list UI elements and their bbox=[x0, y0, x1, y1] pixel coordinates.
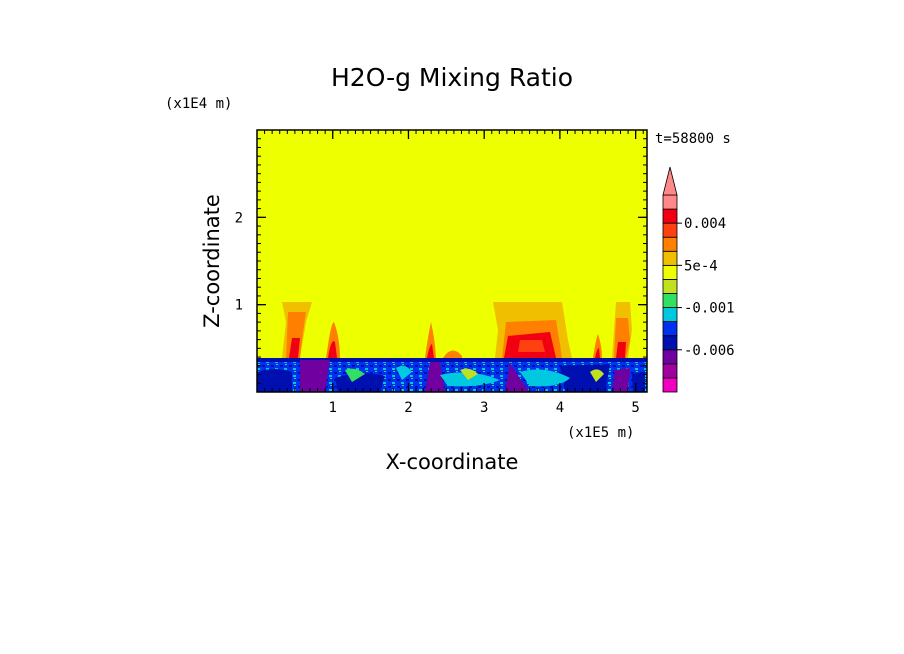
colorbar-swatch bbox=[662, 321, 678, 337]
x-tick-label: 2 bbox=[404, 400, 412, 416]
time-label: t=58800 s bbox=[655, 131, 731, 147]
colorbar-swatch bbox=[662, 363, 678, 379]
x-tick-label: 3 bbox=[480, 400, 488, 416]
background-field bbox=[257, 130, 647, 392]
colorbar-swatch bbox=[662, 349, 678, 365]
colorbar-swatch bbox=[662, 236, 678, 252]
plume-4 bbox=[493, 302, 572, 358]
x-scale-label: (x1E5 m) bbox=[567, 425, 634, 441]
colorbar-swatch bbox=[662, 307, 678, 323]
minor-ticks bbox=[257, 130, 647, 392]
colorbar-label: 0.004 bbox=[684, 216, 726, 232]
colorbar-swatch bbox=[662, 293, 678, 308]
colorbar-swatch bbox=[662, 222, 678, 238]
colorbar-swatch bbox=[662, 264, 678, 280]
colorbar-swatch bbox=[662, 377, 678, 393]
colorbar-label: 5e-4 bbox=[684, 258, 718, 274]
x-axis-label: X-coordinate bbox=[386, 450, 519, 474]
colorbar-swatch bbox=[662, 279, 678, 294]
y-tick-label: 2 bbox=[235, 210, 243, 226]
chart-title: H2O-g Mixing Ratio bbox=[331, 63, 573, 92]
x-tick-labels: 1 2 3 4 5 bbox=[329, 400, 640, 416]
x-tick-label: 1 bbox=[329, 400, 337, 416]
colorbar-swatch bbox=[662, 335, 678, 351]
y-tick-labels: 12 bbox=[235, 210, 243, 313]
colorbar-swatch bbox=[662, 208, 678, 224]
plume-6 bbox=[612, 302, 632, 358]
plot-area bbox=[257, 130, 647, 392]
plume-1 bbox=[282, 302, 312, 358]
surface-layer bbox=[257, 358, 647, 392]
colorbar-swatch bbox=[662, 194, 678, 210]
major-ticks bbox=[257, 130, 647, 392]
colorbar bbox=[662, 166, 678, 393]
x-tick-label: 4 bbox=[556, 400, 564, 416]
y-scale-label: (x1E4 m) bbox=[165, 96, 232, 112]
x-tick-label: 5 bbox=[631, 400, 639, 416]
plume-2 bbox=[326, 322, 340, 358]
colorbar-labels: 0.004 5e-4 -0.001 -0.006 bbox=[677, 216, 735, 359]
colorbar-swatch bbox=[662, 250, 678, 266]
plume-3 bbox=[425, 322, 462, 358]
colorbar-label: -0.001 bbox=[684, 301, 735, 317]
y-tick-label: 1 bbox=[235, 298, 243, 314]
y-axis-label: Z-coordinate bbox=[200, 194, 224, 328]
colorbar-label: -0.006 bbox=[684, 343, 735, 359]
plume-5 bbox=[593, 334, 602, 358]
colorbar-extend-arrow bbox=[662, 166, 678, 196]
